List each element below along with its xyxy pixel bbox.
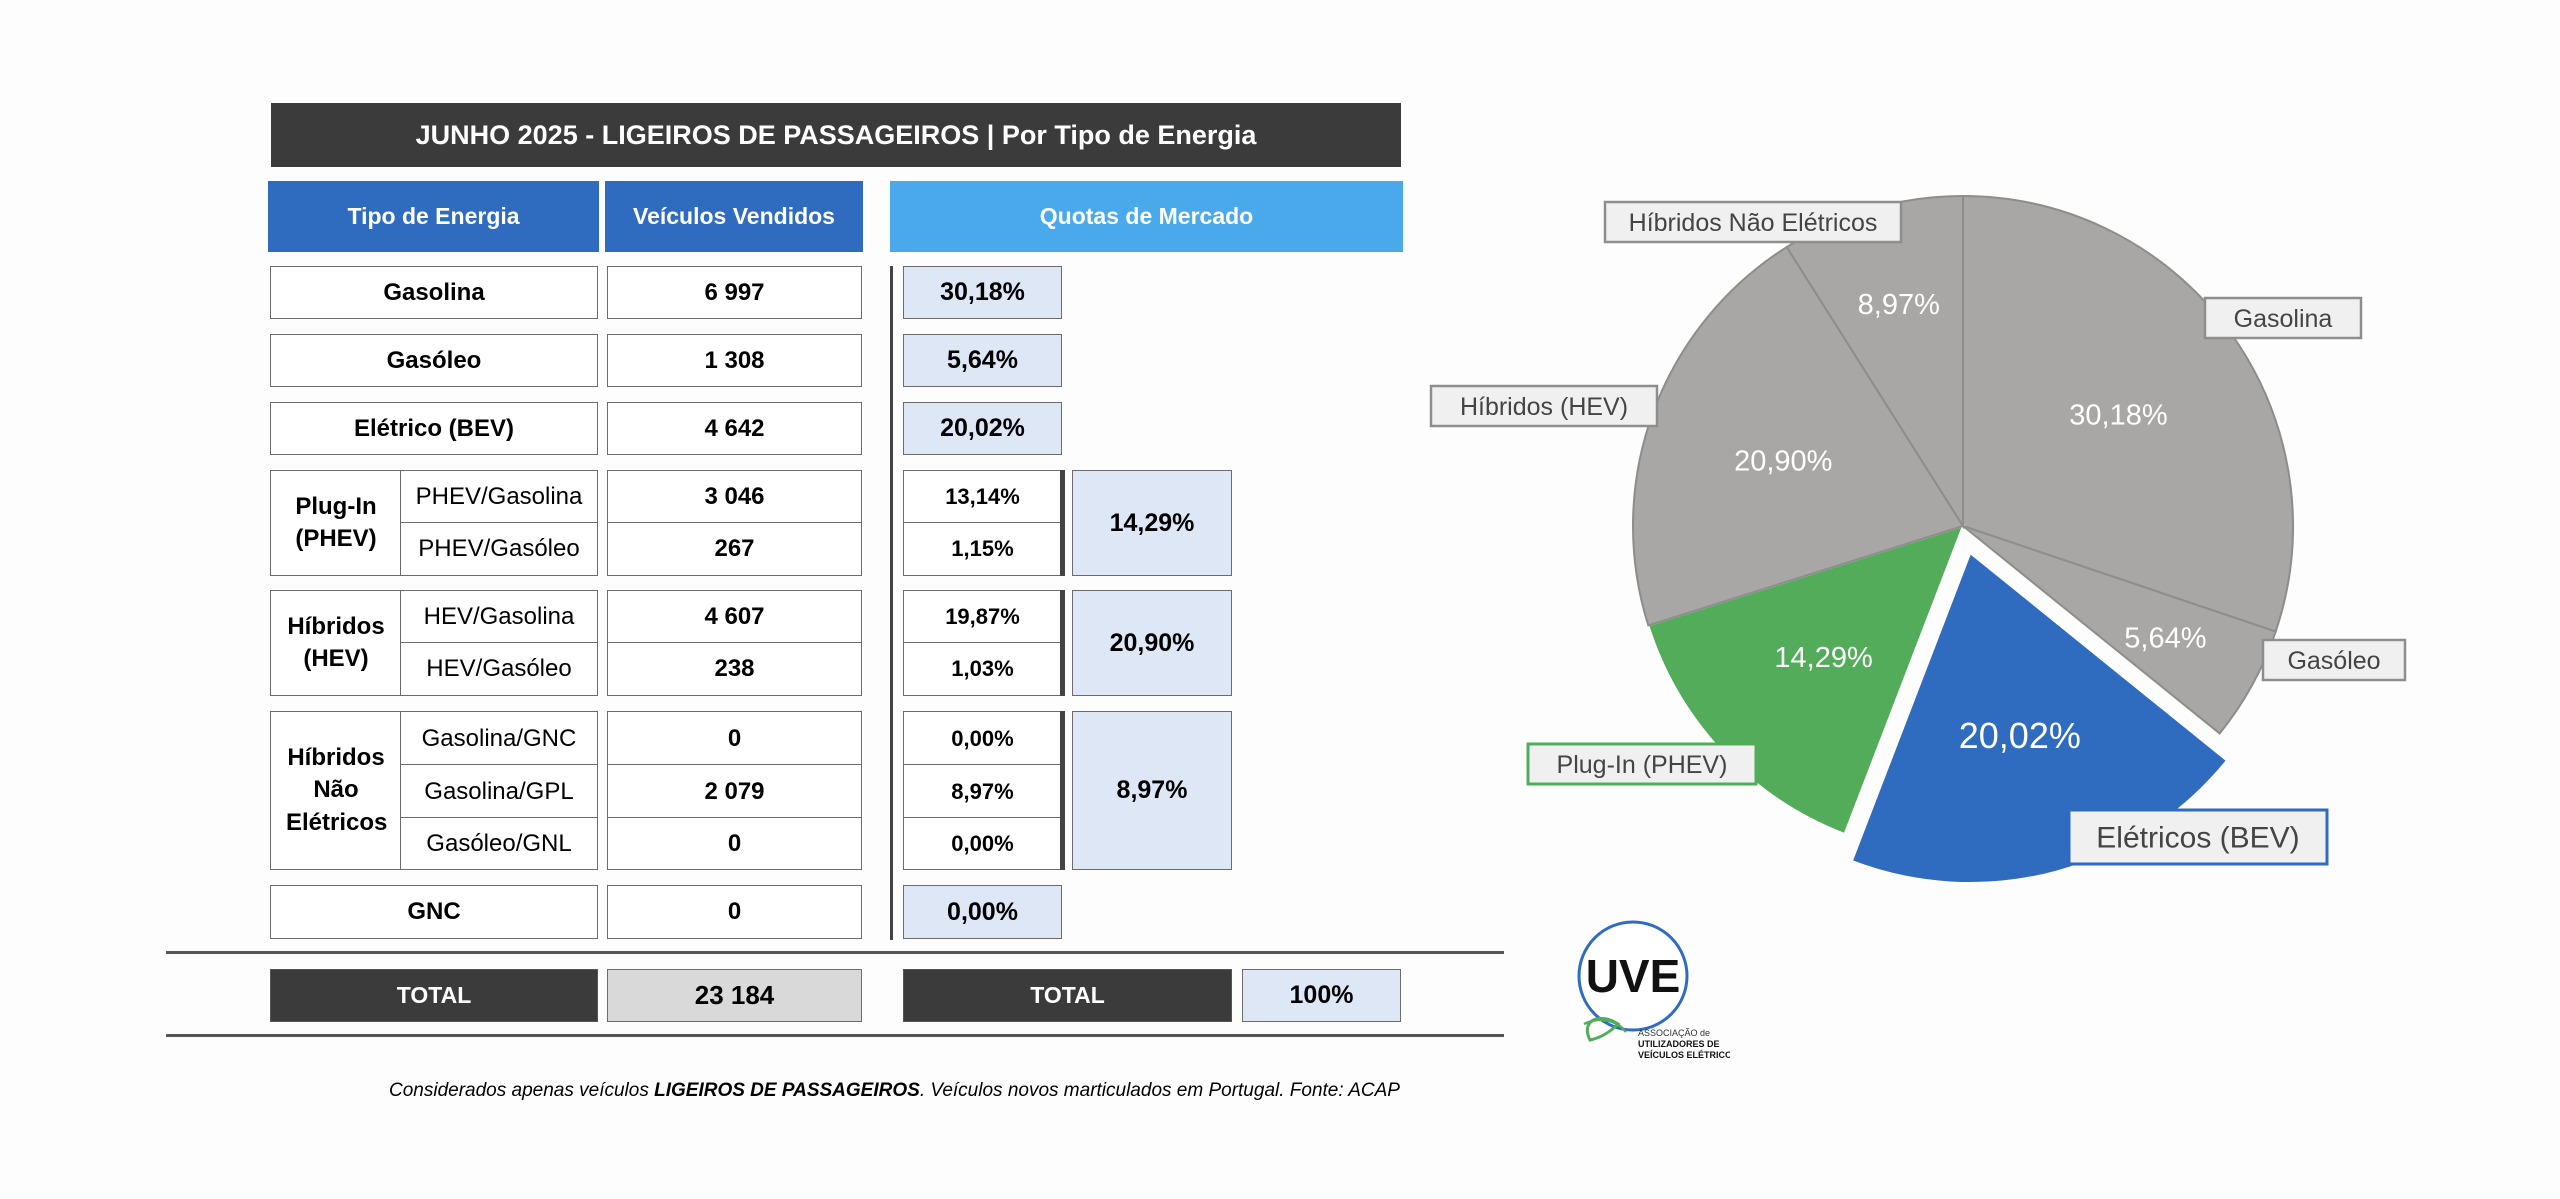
row-gnc-value: 0 bbox=[607, 885, 862, 939]
sub-hne-gpl-label: Gasolina/GPL bbox=[400, 764, 598, 819]
pie-slice-value-label: 8,97% bbox=[1858, 289, 1940, 321]
row-gasoleo-pct: 5,64% bbox=[903, 334, 1062, 387]
sub-hne-gpl-value: 2 079 bbox=[607, 764, 862, 819]
sub-phev-gasoleo-label: PHEV/Gasóleo bbox=[400, 522, 598, 576]
svg-text:Gasóleo: Gasóleo bbox=[2287, 647, 2380, 675]
group-hev-label: Híbridos (HEV) bbox=[270, 590, 402, 696]
total-value: 23 184 bbox=[607, 969, 862, 1022]
row-gnc-pct: 0,00% bbox=[903, 885, 1062, 939]
row-gasolina-label: Gasolina bbox=[270, 266, 598, 319]
footnote-pre: Considerados apenas veículos bbox=[389, 1080, 655, 1101]
logo-initials: UVE bbox=[1586, 950, 1681, 1002]
row-gasolina-pct: 30,18% bbox=[903, 266, 1062, 319]
uve-logo: UVE ASSOCIAÇÃO de UTILIZADORES DE VEÍCUL… bbox=[1570, 920, 1738, 1070]
pie-category-label: Plug-In (PHEV) bbox=[1526, 742, 1758, 786]
pie-category-label: Híbridos (HEV) bbox=[1429, 384, 1659, 428]
svg-text:Plug-In (PHEV): Plug-In (PHEV) bbox=[1557, 751, 1728, 779]
sub-hne-gnl-value: 0 bbox=[607, 817, 862, 870]
row-gasoleo-label: Gasóleo bbox=[270, 334, 598, 387]
total-pct: 100% bbox=[1242, 969, 1401, 1022]
sub-hev-gasoleo-pct: 1,03% bbox=[903, 642, 1062, 696]
sub-hne-gnl-pct: 0,00% bbox=[903, 817, 1062, 870]
header-veiculos-vendidos: Veículos Vendidos bbox=[605, 181, 863, 252]
pie-slice-value-label: 20,02% bbox=[1959, 715, 2081, 756]
total-top-rule bbox=[166, 951, 1504, 954]
footnote-bold: LIGEIROS DE PASSAGEIROS bbox=[654, 1080, 920, 1101]
pie-category-label: Gasóleo bbox=[2261, 638, 2407, 682]
total-label: TOTAL bbox=[270, 969, 598, 1022]
header-quotas-mercado: Quotas de Mercado bbox=[890, 181, 1403, 252]
svg-text:Híbridos Não Elétricos: Híbridos Não Elétricos bbox=[1629, 209, 1878, 237]
sub-hne-gnl-label: Gasóleo/GNL bbox=[400, 817, 598, 870]
row-gasolina-value: 6 997 bbox=[607, 266, 862, 319]
group-phev-label: Plug-In (PHEV) bbox=[270, 470, 402, 576]
row-gnc-label: GNC bbox=[270, 885, 598, 939]
pie-chart: 30,18% Gasolina 5,64% Gasóleo 20,02% Elétrico… bbox=[1429, 194, 2407, 885]
sub-hev-gasoleo-value: 238 bbox=[607, 642, 862, 696]
group-hne-bracket bbox=[1060, 711, 1065, 870]
group-hne-label: Híbridos Não Elétricos bbox=[270, 711, 402, 870]
table-title: JUNHO 2025 - LIGEIROS DE PASSAGEIROS | P… bbox=[271, 103, 1401, 167]
sub-phev-gasolina-label: PHEV/Gasolina bbox=[400, 470, 598, 524]
footnote-post: . Veículos novos marticulados em Portuga… bbox=[919, 1080, 1400, 1101]
total-bottom-rule bbox=[166, 1034, 1504, 1037]
logo-line-1: ASSOCIAÇÃO de bbox=[1638, 1028, 1710, 1038]
pie-category-label: Híbridos Não Elétricos bbox=[1603, 200, 1903, 244]
sub-hne-gnc-label: Gasolina/GNC bbox=[400, 711, 598, 766]
group-hev-bracket bbox=[1060, 590, 1065, 696]
total-pct-label: TOTAL bbox=[903, 969, 1232, 1022]
sub-hev-gasolina-value: 4 607 bbox=[607, 590, 862, 644]
header-tipo-energia: Tipo de Energia bbox=[268, 181, 599, 252]
pie-slice-value-label: 30,18% bbox=[2069, 399, 2167, 431]
logo-line-3: VEÍCULOS ELÉTRICOS bbox=[1638, 1050, 1730, 1060]
svg-text:Elétricos (BEV): Elétricos (BEV) bbox=[2096, 822, 2299, 855]
sub-hev-gasolina-label: HEV/Gasolina bbox=[400, 590, 598, 644]
sub-hne-gpl-pct: 8,97% bbox=[903, 764, 1062, 819]
group-phev-bracket bbox=[1060, 470, 1065, 576]
group-hev-text: Híbridos (HEV) bbox=[287, 612, 385, 672]
row-bev-value: 4 642 bbox=[607, 402, 862, 455]
sub-phev-gasoleo-value: 267 bbox=[607, 522, 862, 576]
footnote: Considerados apenas veículos LIGEIROS DE… bbox=[389, 1080, 1400, 1102]
group-hev-pct: 20,90% bbox=[1072, 590, 1232, 696]
sub-phev-gasolina-pct: 13,14% bbox=[903, 470, 1062, 524]
group-hne-pct: 8,97% bbox=[1072, 711, 1232, 870]
pie-category-label: Elétricos (BEV) bbox=[2067, 808, 2329, 866]
pie-category-label: Gasolina bbox=[2203, 296, 2363, 340]
sub-hne-gnc-value: 0 bbox=[607, 711, 862, 766]
group-phev-pct: 14,29% bbox=[1072, 470, 1232, 576]
group-phev-text: Plug-In (PHEV) bbox=[295, 492, 377, 552]
row-bev-label: Elétrico (BEV) bbox=[270, 402, 598, 455]
row-bev-pct: 20,02% bbox=[903, 402, 1062, 455]
sub-phev-gasolina-value: 3 046 bbox=[607, 470, 862, 524]
sub-phev-gasoleo-pct: 1,15% bbox=[903, 522, 1062, 576]
svg-text:Híbridos (HEV): Híbridos (HEV) bbox=[1460, 393, 1628, 421]
logo-line-2: UTILIZADORES DE bbox=[1638, 1039, 1720, 1049]
table-divider bbox=[890, 266, 893, 940]
row-gasoleo-value: 1 308 bbox=[607, 334, 862, 387]
pie-slice-value-label: 14,29% bbox=[1774, 642, 1872, 674]
sub-hne-gnc-pct: 0,00% bbox=[903, 711, 1062, 766]
uve-logo-graphic: UVE ASSOCIAÇÃO de UTILIZADORES DE VEÍCUL… bbox=[1577, 920, 1738, 1060]
group-hne-text: Híbridos Não Elétricos bbox=[286, 743, 388, 836]
sub-hev-gasoleo-label: HEV/Gasóleo bbox=[400, 642, 598, 696]
svg-text:Gasolina: Gasolina bbox=[2234, 305, 2333, 333]
pie-slice bbox=[1962, 525, 2277, 735]
sub-hev-gasolina-pct: 19,87% bbox=[903, 590, 1062, 644]
pie-slice bbox=[1850, 551, 2229, 885]
pie-slice-value-label: 5,64% bbox=[2124, 622, 2206, 654]
pie-slice-value-label: 20,90% bbox=[1734, 445, 1832, 477]
